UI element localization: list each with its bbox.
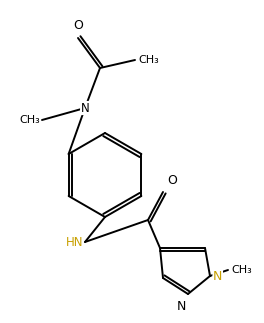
Text: O: O <box>73 19 83 32</box>
Text: CH₃: CH₃ <box>19 115 40 125</box>
Text: O: O <box>167 174 177 187</box>
Text: CH₃: CH₃ <box>231 265 252 275</box>
Text: CH₃: CH₃ <box>138 55 159 65</box>
Text: N: N <box>213 269 222 283</box>
Text: N: N <box>81 101 89 114</box>
Text: N: N <box>177 300 186 313</box>
Text: HN: HN <box>65 235 83 248</box>
